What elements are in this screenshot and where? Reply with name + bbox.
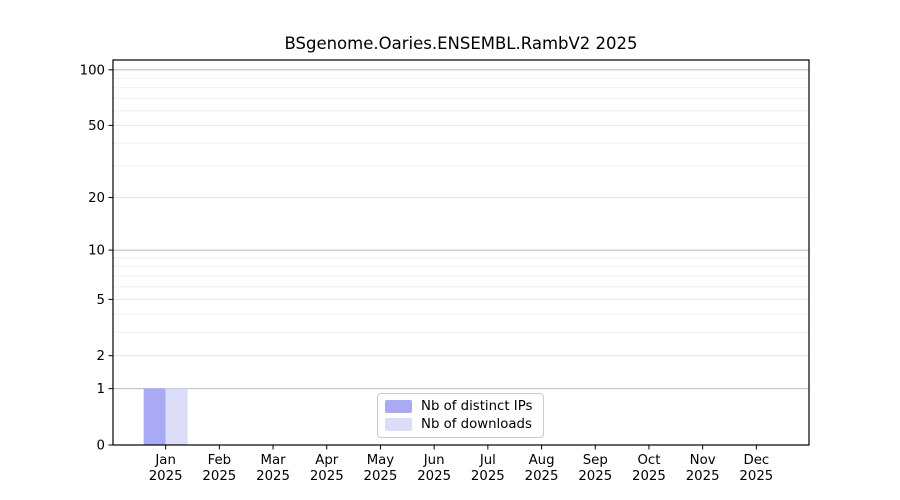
- bar-jan-downloads: [165, 388, 188, 445]
- x-tick-label-year: 2025: [471, 469, 505, 484]
- x-tick-label-month: Jul: [479, 453, 496, 468]
- x-tick-label-month: May: [367, 453, 395, 468]
- x-tick-label-year: 2025: [632, 469, 666, 484]
- plot-frame: [112, 59, 810, 446]
- downloads-swatch: [385, 417, 412, 431]
- legend-item-downloads: Nb of downloads: [385, 416, 543, 432]
- x-tick-label-year: 2025: [149, 469, 183, 484]
- y-tick-label: 1: [97, 382, 105, 397]
- x-tick-label-year: 2025: [417, 469, 451, 484]
- x-tick-label-month: Jan: [154, 453, 176, 468]
- legend: Nb of distinct IPs Nb of downloads: [377, 393, 544, 438]
- y-tick-label: 20: [88, 191, 105, 206]
- x-tick-label-year: 2025: [256, 469, 290, 484]
- chart-title: BSgenome.Oaries.ENSEMBL.RambV2 2025: [284, 34, 638, 53]
- x-tick-label-year: 2025: [310, 469, 344, 484]
- x-tick-label-month: Sep: [583, 453, 608, 468]
- x-tick-label-month: Aug: [529, 453, 555, 468]
- y-tick-label: 100: [80, 63, 105, 78]
- x-tick-label-month: Feb: [208, 453, 232, 468]
- legend-item-distinct-ips: Nb of distinct IPs: [385, 399, 543, 415]
- y-tick-label: 2: [97, 349, 105, 364]
- x-tick-label-year: 2025: [202, 469, 236, 484]
- x-tick-label-month: Jun: [423, 453, 445, 468]
- bar-jan-distinct-ips: [143, 388, 166, 445]
- legend-label-downloads: Nb of downloads: [421, 416, 532, 432]
- x-tick-label-year: 2025: [686, 469, 720, 484]
- x-tick-label-year: 2025: [525, 469, 559, 484]
- x-tick-label-month: Dec: [743, 453, 769, 468]
- x-tick-label-year: 2025: [364, 469, 398, 484]
- y-tick-label: 0: [97, 439, 105, 454]
- x-tick-label-month: Apr: [315, 453, 339, 468]
- x-tick-label-month: Oct: [637, 453, 660, 468]
- x-tick-label-month: Nov: [690, 453, 716, 468]
- legend-label-distinct-ips: Nb of distinct IPs: [421, 399, 533, 415]
- y-tick-label: 10: [88, 244, 105, 259]
- distinct-ips-swatch: [385, 400, 412, 414]
- y-tick-label: 50: [88, 119, 105, 134]
- x-tick-label-month: Mar: [261, 453, 287, 468]
- x-tick-label-year: 2025: [739, 469, 773, 484]
- x-tick-label-year: 2025: [578, 469, 612, 484]
- y-tick-label: 5: [97, 293, 105, 308]
